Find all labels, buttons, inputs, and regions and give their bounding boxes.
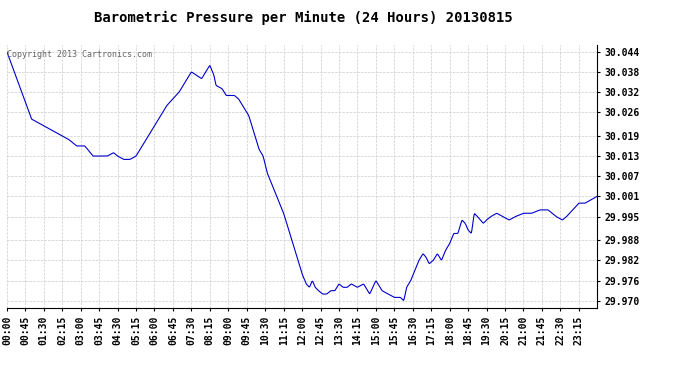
Text: Barometric Pressure per Minute (24 Hours) 20130815: Barometric Pressure per Minute (24 Hours… — [95, 11, 513, 26]
Text: Copyright 2013 Cartronics.com: Copyright 2013 Cartronics.com — [8, 50, 152, 59]
Text: Pressure  (Inches/Hg): Pressure (Inches/Hg) — [516, 25, 640, 34]
